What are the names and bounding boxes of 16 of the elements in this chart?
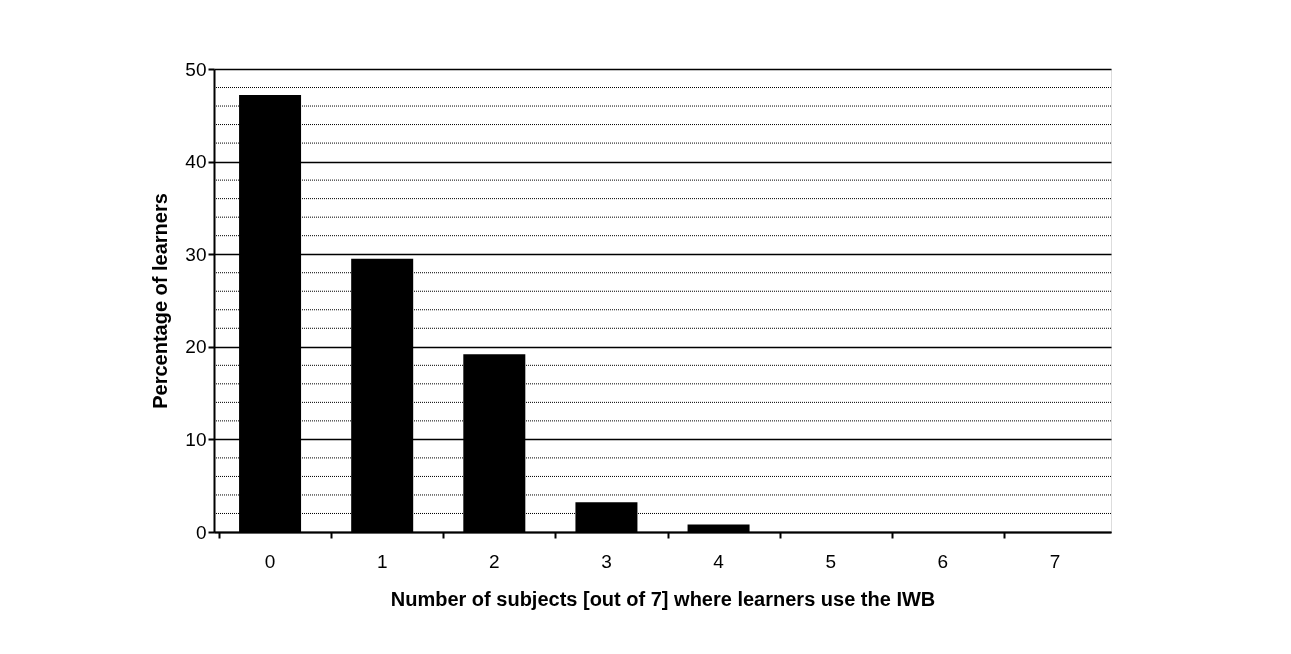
x-tick-label: 5 xyxy=(825,550,836,572)
x-tick-label: 3 xyxy=(601,550,612,572)
x-axis-title: Number of subjects [out of 7] where learners use the IWB xyxy=(390,587,936,610)
y-tick-label: 50 xyxy=(185,58,207,80)
y-tick-label: 20 xyxy=(185,336,207,358)
x-tick-label: 0 xyxy=(264,550,276,572)
y-tick-label: 0 xyxy=(195,521,207,543)
x-tick-label: 4 xyxy=(713,550,725,572)
y-tick-label: 10 xyxy=(185,428,207,450)
y-tick-label: 40 xyxy=(185,151,207,173)
y-axis-title: Percentage of learners xyxy=(149,193,172,409)
x-tick-label: 7 xyxy=(1049,550,1061,572)
x-tick-label: 2 xyxy=(489,550,500,572)
y-tick-label: 30 xyxy=(185,243,207,265)
x-tick-label: 1 xyxy=(376,550,388,572)
x-tick-label: 6 xyxy=(937,550,949,572)
